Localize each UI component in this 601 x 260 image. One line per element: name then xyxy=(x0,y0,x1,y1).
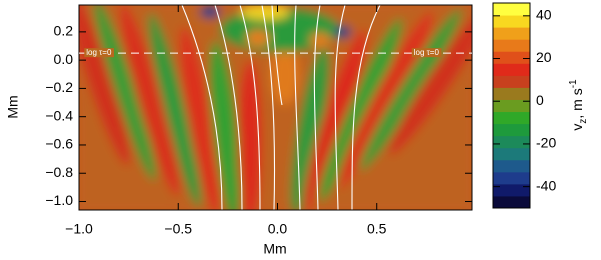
plot-frame xyxy=(78,4,473,211)
y-axis-label: Mm xyxy=(5,95,21,118)
colorbar-swatch xyxy=(493,111,530,125)
colorbar-label: vz, m s-1 xyxy=(568,79,589,131)
colorbar-swatch xyxy=(493,159,530,173)
x-tick-label: 0.5 xyxy=(367,221,387,237)
y-tick-label: 0.0 xyxy=(54,51,74,67)
colorbar-tick-label: 40 xyxy=(536,7,552,23)
colorbar-label-sub: z xyxy=(578,119,589,124)
x-tick-label: 0.0 xyxy=(268,221,288,237)
colorbar-tick-label: 20 xyxy=(536,49,552,65)
colorbar-swatch xyxy=(493,15,530,28)
colorbar-swatch xyxy=(493,135,530,149)
colorbar-swatch xyxy=(493,63,530,76)
y-tick-label: −0.8 xyxy=(45,164,73,180)
velocity-field xyxy=(79,5,472,210)
colorbar-swatch xyxy=(493,171,530,185)
colorbar-label-unit: , m s xyxy=(569,88,585,118)
colorbar-swatch xyxy=(493,99,530,113)
colorbar-swatch xyxy=(493,3,530,16)
annotation-bg xyxy=(411,48,442,58)
colorbar-swatch xyxy=(493,75,530,88)
x-tick-label: −0.5 xyxy=(164,221,192,237)
colorbar-swatch xyxy=(493,123,530,137)
y-tick-label: −0.4 xyxy=(45,107,73,123)
colorbar-swatch xyxy=(493,39,530,52)
y-tick-label: −1.0 xyxy=(45,192,73,208)
y-tick-label: −0.6 xyxy=(45,136,73,152)
colorbar-swatch xyxy=(493,27,530,40)
colorbar-label-sup: -1 xyxy=(568,79,579,88)
colorbar-tick-label: -40 xyxy=(536,177,556,193)
colorbar-swatch xyxy=(493,51,530,64)
colorbar-swatch xyxy=(493,195,530,209)
colorbar-swatch xyxy=(493,147,530,161)
colorbar-tick-label: -20 xyxy=(536,135,556,151)
colorbar-swatch xyxy=(493,183,530,197)
x-tick-label: −1.0 xyxy=(65,221,93,237)
colorbar-label-main: v xyxy=(569,124,585,131)
x-axis-label: Mm xyxy=(263,241,286,257)
y-tick-label: 0.2 xyxy=(54,23,74,39)
colorbar-swatch xyxy=(493,87,530,100)
y-tick-label: −0.2 xyxy=(45,79,73,95)
annotation: log τ=0 xyxy=(86,48,112,57)
colorbar-frame xyxy=(492,2,531,209)
colorbar-tick-label: 0 xyxy=(536,92,544,108)
annotation: log τ=0 xyxy=(414,48,440,57)
annotation-bg xyxy=(84,48,114,58)
